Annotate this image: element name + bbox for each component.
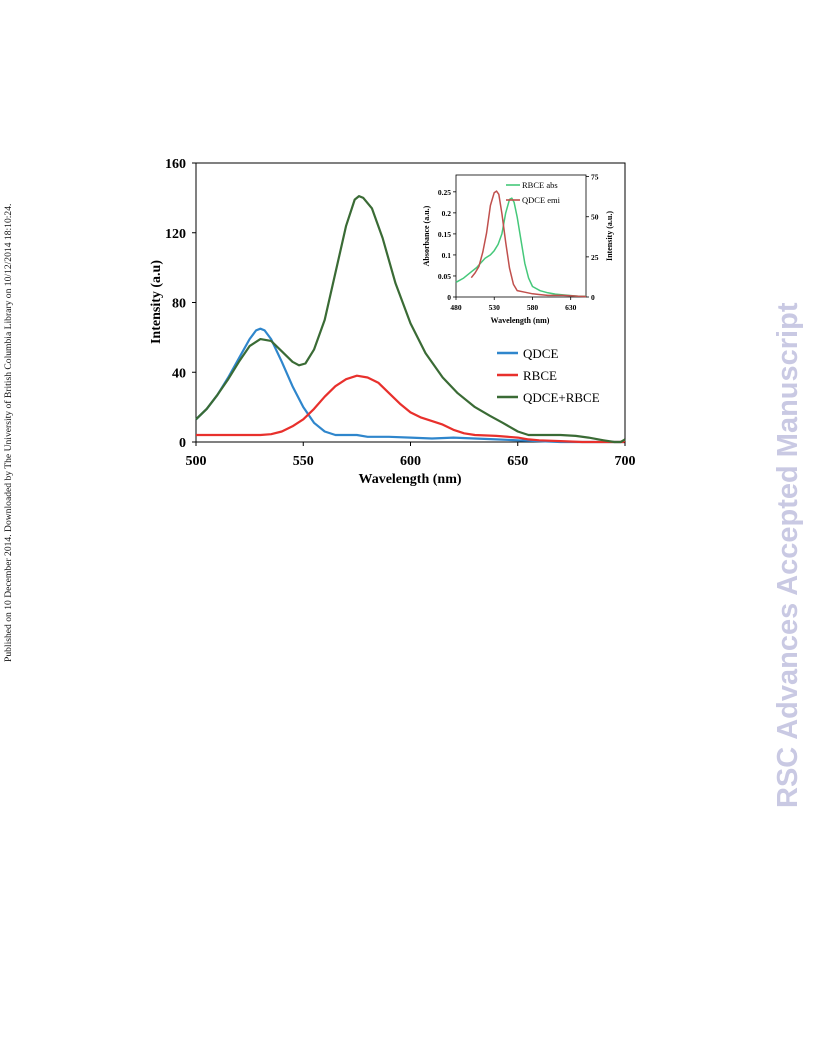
main-x-axis-label: Wavelength (nm): [358, 472, 461, 487]
main-x-ticks: 500 550 600 650 700: [186, 442, 636, 469]
inset-series-group: [455, 190, 587, 298]
main-series-rbce-line: [196, 374, 625, 444]
inset-y2-tick-label: 75: [591, 173, 599, 182]
inset-y2-axis-label: Intensity (a.u.): [605, 211, 614, 261]
main-y-tick-label: 120: [165, 227, 186, 242]
main-legend-label: QDCE: [523, 346, 558, 361]
inset-y2-tick-label: 50: [591, 213, 599, 222]
main-y-axis-label: Intensity (a.u): [149, 260, 164, 344]
main-x-tick-label: 550: [293, 454, 314, 469]
main-x-tick-label: 700: [615, 454, 636, 469]
inset-x-tick-label: 480: [450, 303, 462, 312]
inset-x-ticks: 480 530 580 630: [450, 297, 577, 312]
inset-chart: 480 530 580 630 0 0.05 0.1 0.15 0.2 0.25 0 25 50 75…: [422, 173, 614, 325]
main-series-group: [195, 195, 626, 444]
inset-y2-ticks: 0 25 50 75: [586, 173, 599, 302]
main-legend-label: QDCE+RBCE: [523, 390, 600, 405]
inset-y-tick-label: 0: [447, 293, 451, 302]
inset-y-tick-label: 0.15: [438, 230, 451, 239]
inset-x-tick-label: 630: [565, 303, 577, 312]
main-series-qdce-rbce-line: [195, 195, 626, 444]
inset-series-qdce-emi-line: [470, 190, 587, 298]
inset-y-tick-label: 0.05: [438, 272, 451, 281]
inset-y-tick-label: 0.25: [438, 188, 451, 197]
main-y-tick-label: 80: [172, 297, 186, 312]
main-y-tick-label: 0: [179, 436, 186, 451]
inset-legend-label: RBCE abs: [522, 180, 558, 190]
main-y-tick-label: 40: [172, 366, 186, 381]
main-legend-label: RBCE: [523, 368, 557, 383]
main-x-tick-label: 600: [400, 454, 421, 469]
main-x-tick-label: 650: [507, 454, 528, 469]
inset-y-tick-label: 0.2: [442, 209, 452, 218]
main-legend: QDCE RBCE QDCE+RBCE: [497, 346, 600, 405]
inset-x-axis-label: Wavelength (nm): [491, 316, 550, 325]
inset-y-tick-label: 0.1: [442, 251, 452, 260]
main-y-ticks: 0 40 80 120 160: [165, 157, 196, 451]
main-x-tick-label: 500: [186, 454, 207, 469]
inset-legend-label: QDCE emi: [522, 195, 561, 205]
inset-x-tick-label: 530: [489, 303, 501, 312]
inset-x-tick-label: 580: [527, 303, 539, 312]
inset-y-ticks: 0 0.05 0.1 0.15 0.2 0.25: [438, 188, 456, 302]
main-series-qdce-line: [195, 327, 625, 444]
inset-y2-tick-label: 25: [591, 253, 599, 262]
inset-legend: RBCE abs QDCE emi: [506, 180, 561, 205]
inset-y2-tick-label: 0: [591, 293, 595, 302]
inset-y-axis-label: Absorbance (a.u.): [422, 205, 431, 266]
main-y-tick-label: 160: [165, 157, 186, 172]
